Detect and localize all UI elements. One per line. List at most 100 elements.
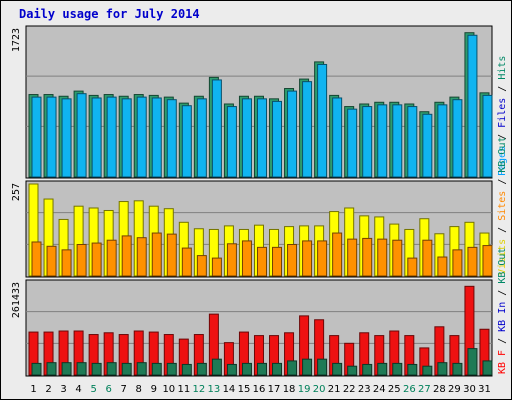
bar-kb-out-day-13: [211, 358, 222, 376]
bar-files-day-9: [151, 97, 162, 178]
bar-files-day-13: [211, 79, 222, 178]
x-tick-label-day-5: 5: [90, 384, 96, 395]
panel-1-legend-entry-1: /: [497, 221, 508, 233]
panel-0-legend-entry-0: Pages: [497, 140, 508, 176]
x-tick-label-day-10: 10: [162, 384, 175, 395]
panel-2-legend-entry-1: /: [497, 332, 508, 344]
panel-0-legend: Pages / Files / Hits: [497, 56, 508, 176]
bar-sites-day-22: [347, 238, 358, 277]
bar-sites-day-31: [482, 245, 493, 277]
x-tick-label-day-19: 19: [298, 384, 311, 395]
panel-2-legend: KB F / KB In / KB Out: [497, 248, 508, 374]
x-tick-label-day-18: 18: [283, 384, 296, 395]
bar-kb-out-day-30: [467, 348, 478, 376]
panel-2-legend-entry-2: KB In: [497, 296, 508, 332]
bar-files-day-5: [91, 97, 102, 178]
bar-sites-day-16: [256, 246, 267, 277]
bar-kb-out-day-22: [347, 365, 358, 376]
x-tick-label-day-30: 30: [463, 384, 476, 395]
bar-files-day-15: [241, 98, 252, 178]
bar-kb-out-day-29: [452, 362, 463, 376]
bar-sites-day-24: [377, 238, 388, 277]
bar-files-day-21: [332, 97, 343, 178]
bar-files-day-18: [287, 90, 298, 178]
x-tick-label-day-27: 27: [418, 384, 431, 395]
bar-sites-day-25: [392, 239, 403, 277]
x-tick-label-day-3: 3: [60, 384, 66, 395]
bar-sites-day-20: [317, 240, 328, 277]
bar-sites-day-10: [166, 233, 177, 277]
x-tick-label-day-6: 6: [105, 384, 111, 395]
panel-2-legend-entry-0: KB F: [497, 344, 508, 374]
bar-kb-out-day-25: [392, 362, 403, 376]
x-tick-label-day-4: 4: [75, 384, 81, 395]
x-tick-label-day-8: 8: [136, 384, 142, 395]
panel-2-legend-entry-3: /: [497, 284, 508, 296]
bar-kb-out-day-6: [106, 362, 117, 376]
bar-sites-day-30: [467, 246, 478, 277]
bar-kb-out-day-4: [76, 362, 87, 376]
bar-files-day-25: [392, 104, 403, 178]
bar-kb-out-day-23: [362, 363, 373, 376]
bar-sites-day-12: [196, 255, 207, 277]
bar-files-day-19: [302, 81, 313, 178]
bar-files-day-22: [347, 108, 358, 178]
bar-sites-day-14: [226, 243, 237, 277]
bar-kb-out-day-5: [91, 362, 102, 376]
bar-kb-out-day-28: [437, 362, 448, 376]
x-tick-label-day-12: 12: [193, 384, 206, 395]
bar-files-day-17: [272, 100, 283, 178]
panel-1-legend-entry-2: Sites: [497, 185, 508, 221]
panel-0-legend-entry-1: /: [497, 128, 508, 140]
bar-files-day-20: [317, 63, 328, 178]
x-tick-label-day-24: 24: [373, 384, 386, 395]
bar-kb-out-day-26: [407, 363, 418, 376]
bar-kb-out-day-14: [226, 363, 237, 376]
bar-kb-out-day-19: [302, 358, 313, 376]
bar-sites-day-23: [362, 237, 373, 277]
bar-files-day-12: [196, 98, 207, 178]
bar-sites-day-2: [46, 245, 57, 277]
x-tick-label-day-15: 15: [238, 384, 251, 395]
bar-files-day-4: [76, 93, 87, 178]
bar-kb-out-day-24: [377, 362, 388, 376]
x-tick-label-day-2: 2: [45, 384, 51, 395]
bar-files-day-10: [166, 99, 177, 178]
bar-kb-out-day-21: [332, 362, 343, 376]
bar-files-day-31: [482, 94, 493, 178]
x-tick-label-day-23: 23: [358, 384, 371, 395]
bar-kb-out-day-27: [422, 365, 433, 376]
x-tick-label-day-21: 21: [328, 384, 341, 395]
panel-0-legend-entry-2: Files: [497, 92, 508, 128]
bar-files-day-6: [106, 96, 117, 178]
bar-files-day-1: [31, 96, 42, 178]
bar-files-day-7: [121, 98, 132, 178]
bar-kb-out-day-3: [61, 362, 72, 376]
bar-sites-day-26: [407, 257, 418, 277]
panel-1-legend-entry-3: /: [497, 173, 508, 185]
x-tick-label-day-26: 26: [403, 384, 416, 395]
bar-kb-out-day-8: [136, 362, 147, 376]
bar-kb-out-day-15: [241, 362, 252, 376]
panel-1-ymax-label: 257: [11, 183, 22, 201]
bar-sites-day-28: [437, 256, 448, 277]
bar-kb-out-day-31: [482, 360, 493, 376]
x-tick-label-day-29: 29: [448, 384, 461, 395]
bar-kb-out-day-9: [151, 362, 162, 376]
bar-sites-day-6: [106, 239, 117, 277]
bar-files-day-26: [407, 106, 418, 178]
x-tick-label-day-7: 7: [121, 384, 127, 395]
bar-kb-out-day-10: [166, 362, 177, 376]
bar-files-day-23: [362, 106, 373, 178]
bar-files-day-16: [256, 98, 267, 178]
bar-sites-day-29: [452, 249, 463, 277]
bar-files-day-11: [181, 105, 192, 178]
panel-1-legend: Visits / Sites / KB Out: [497, 137, 508, 276]
x-tick-label-day-1: 1: [30, 384, 36, 395]
bar-files-day-24: [377, 104, 388, 178]
bar-kb-out-day-11: [181, 363, 192, 376]
panel-1-legend-entry-4: KB Out: [497, 137, 508, 173]
bar-files-day-29: [452, 99, 463, 178]
bar-files-day-28: [437, 104, 448, 178]
